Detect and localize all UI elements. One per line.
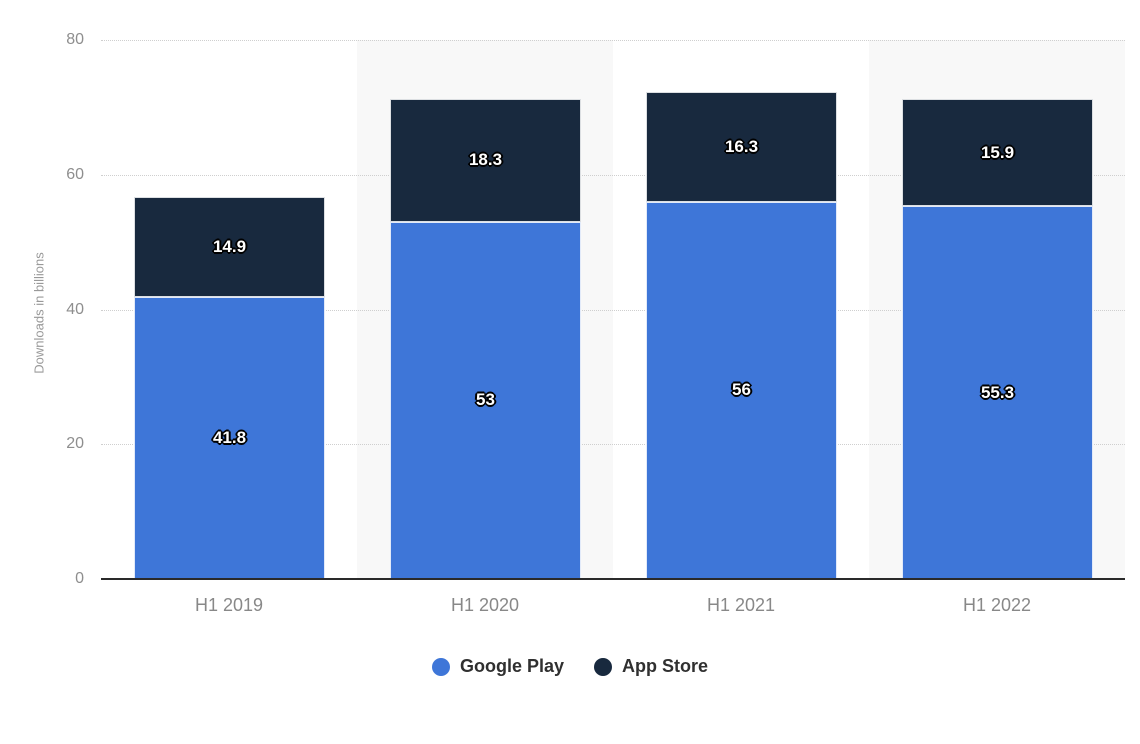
bar-segment-app-store[interactable] [646,92,837,202]
y-axis-tick-label: 60 [66,166,84,183]
x-axis-category-label: H1 2022 [962,595,1032,615]
legend-item-google-play[interactable]: Google Play [431,656,564,677]
bar-segment-app-store[interactable] [134,197,325,297]
bar-segment-google-play[interactable] [390,222,581,579]
y-gridline [101,310,1125,311]
legend-item-app-store[interactable]: App Store [594,656,708,677]
legend: Google Play App Store [0,656,1140,677]
x-axis-category-label: H1 2019 [194,595,264,615]
y-gridline [101,40,1125,41]
y-gridline [101,175,1125,176]
y-axis-tick-label: 40 [66,301,84,318]
bar-segment-google-play[interactable] [902,206,1093,579]
bar-value-label: 56 [732,380,751,399]
bar-segment-google-play[interactable] [646,202,837,579]
legend-label: App Store [622,656,709,676]
bar-segment-app-store[interactable] [902,99,1093,206]
legend-marker-circle [431,657,450,676]
legend-marker-circle [594,657,612,676]
bar-value-label: 55.3 [980,383,1015,402]
y-axis-tick-label: 20 [66,435,84,452]
bar-value-label: 53 [476,390,495,409]
bar-value-label: 14.9 [212,237,247,256]
bar-segment-google-play[interactable] [134,297,325,579]
y-axis-tick-label: 0 [75,570,84,587]
legend-label: Google Play [459,656,564,676]
x-axis-category-label: H1 2020 [450,595,520,615]
bar-value-label: 41.8 [212,428,247,447]
bar-segment-app-store[interactable] [390,99,581,222]
bar-value-label: 15.9 [980,143,1015,162]
bar-value-label: 18.3 [468,150,503,169]
x-axis-line [101,578,1125,580]
x-axis-category-label: H1 2021 [706,595,776,615]
y-gridline [101,444,1125,445]
bar-value-label: 16.3 [724,137,759,156]
y-axis-tick-label: 80 [66,31,84,48]
